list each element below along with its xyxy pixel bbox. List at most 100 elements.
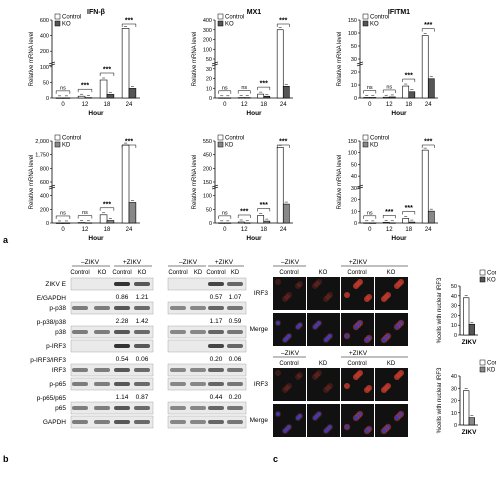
y-tick-label: 10	[451, 323, 457, 329]
y-tick-label: 20	[451, 313, 457, 319]
y-tick-label: 50	[351, 162, 357, 168]
chart-0: IFN-β Relative mRNA level 0 50 100 200 400 600 0…	[29, 9, 140, 117]
irf3-signal	[364, 296, 370, 302]
micro-bottom-row-label: Merge	[250, 417, 269, 424]
micro-bottom-tile	[273, 368, 306, 401]
dapi-nucleus	[324, 338, 328, 342]
wb-band	[190, 406, 206, 410]
legend-label: KO	[370, 22, 379, 28]
wb-left-condition-minus: –ZIKV	[81, 259, 100, 266]
x-axis-label: ZIKV	[462, 429, 477, 436]
micro-bottom-column-label: Control	[347, 361, 366, 367]
y-tick-label: 150	[348, 18, 357, 24]
bar-kd	[369, 222, 377, 224]
irf3-signal	[286, 292, 292, 298]
wb-band	[208, 330, 224, 334]
x-axis-label: Hour	[246, 110, 262, 117]
irf3-signal	[314, 372, 320, 378]
irf3-signal	[282, 387, 288, 393]
micro-top-condition-minus: –ZIKV	[281, 259, 300, 266]
wb-band	[227, 282, 243, 286]
bar-control	[121, 28, 130, 99]
wb-right-ratio: 0.59	[229, 318, 242, 325]
significance-bracket	[257, 86, 271, 91]
wb-left-strip	[70, 415, 154, 429]
dapi-nucleus	[354, 416, 358, 420]
wb-band	[134, 406, 150, 410]
wb-band	[94, 406, 110, 410]
y-axis-label: %cells with nuclear IRF3	[437, 367, 443, 433]
dapi-nucleus	[395, 325, 399, 329]
y-tick-label: 300	[203, 28, 212, 34]
bar-control	[363, 97, 371, 99]
micro-bottom-tile	[307, 404, 340, 437]
y-tick-label: 400	[40, 34, 49, 40]
wb-right-ratio: 1.17	[210, 318, 223, 325]
wb-row-label: p-p65/p65	[37, 395, 67, 402]
significance-label: ns	[60, 210, 66, 216]
bar-control	[55, 222, 64, 224]
wb-band	[72, 420, 88, 424]
significance-label: ***	[260, 81, 268, 88]
significance-label: ns	[241, 85, 247, 91]
dapi-nucleus	[313, 325, 317, 329]
legend-label: Control	[370, 15, 389, 21]
y-tick-label: 40	[351, 174, 357, 180]
axis-break	[211, 186, 219, 190]
bar-control	[218, 222, 226, 224]
y-tick-label: 100	[203, 194, 212, 200]
wb-right-strip	[167, 277, 247, 291]
wb-band	[72, 368, 88, 372]
legend-label: Control	[225, 15, 244, 21]
wb-left-strip	[70, 325, 154, 339]
legend-swatch	[54, 20, 61, 27]
wb-band	[72, 382, 88, 386]
significance-bracket	[99, 207, 115, 211]
significance-label: ***	[103, 67, 111, 74]
wb-band	[208, 344, 224, 348]
bar-ko	[369, 97, 377, 99]
wb-band	[134, 382, 150, 386]
legend-swatch	[362, 141, 369, 148]
micro-bottom-column-label: Control	[279, 361, 298, 367]
significance-label: ns	[367, 85, 373, 91]
chart-title: IFN-β	[87, 9, 106, 16]
irf3-signal	[394, 374, 400, 380]
significance-bracket	[363, 90, 377, 94]
wb-right-strip	[167, 401, 247, 415]
micro-top-column-label: Control	[279, 270, 298, 276]
bar-kd	[468, 417, 475, 426]
significance-label: ***	[405, 73, 413, 80]
wb-left-ratio: 1.42	[136, 318, 149, 325]
legend-label: Control	[487, 271, 496, 277]
wb-left-lane-label: Control	[112, 270, 131, 276]
bar-ko	[408, 91, 416, 99]
dapi-nucleus	[365, 338, 369, 342]
wb-right-strip	[167, 377, 247, 391]
irf3-signal	[316, 279, 322, 285]
dapi-nucleus	[283, 338, 287, 342]
x-axis-label: Hour	[391, 110, 407, 117]
microscopy-panels: –ZIKV +ZIKV Control KO Control KO IRF3 Merge –ZI…	[250, 259, 408, 437]
legend-swatch	[217, 134, 224, 141]
legend-swatch	[54, 134, 61, 141]
wb-band	[227, 368, 243, 372]
wb-right-ratio: 1.07	[229, 294, 242, 301]
x-tick-label: 18	[104, 227, 111, 233]
wb-band	[94, 306, 110, 310]
legend-label: Control	[62, 136, 81, 142]
bar-kd	[263, 220, 271, 224]
micro-bottom-condition-plus: +ZIKV	[349, 350, 368, 357]
y-tick-label: 2,000	[35, 139, 49, 145]
wb-right-ratio: 0.06	[229, 356, 242, 363]
irf3-signal	[325, 294, 331, 300]
wb-band	[134, 282, 150, 286]
wb-right-lane-label: Control	[168, 270, 187, 276]
irf3-signal	[325, 385, 331, 391]
x-axis-label: Hour	[88, 235, 104, 242]
y-tick-label: 40	[451, 374, 457, 380]
significance-bracket	[121, 144, 137, 148]
y-tick-label: 0	[46, 221, 49, 227]
wb-band	[114, 330, 130, 334]
